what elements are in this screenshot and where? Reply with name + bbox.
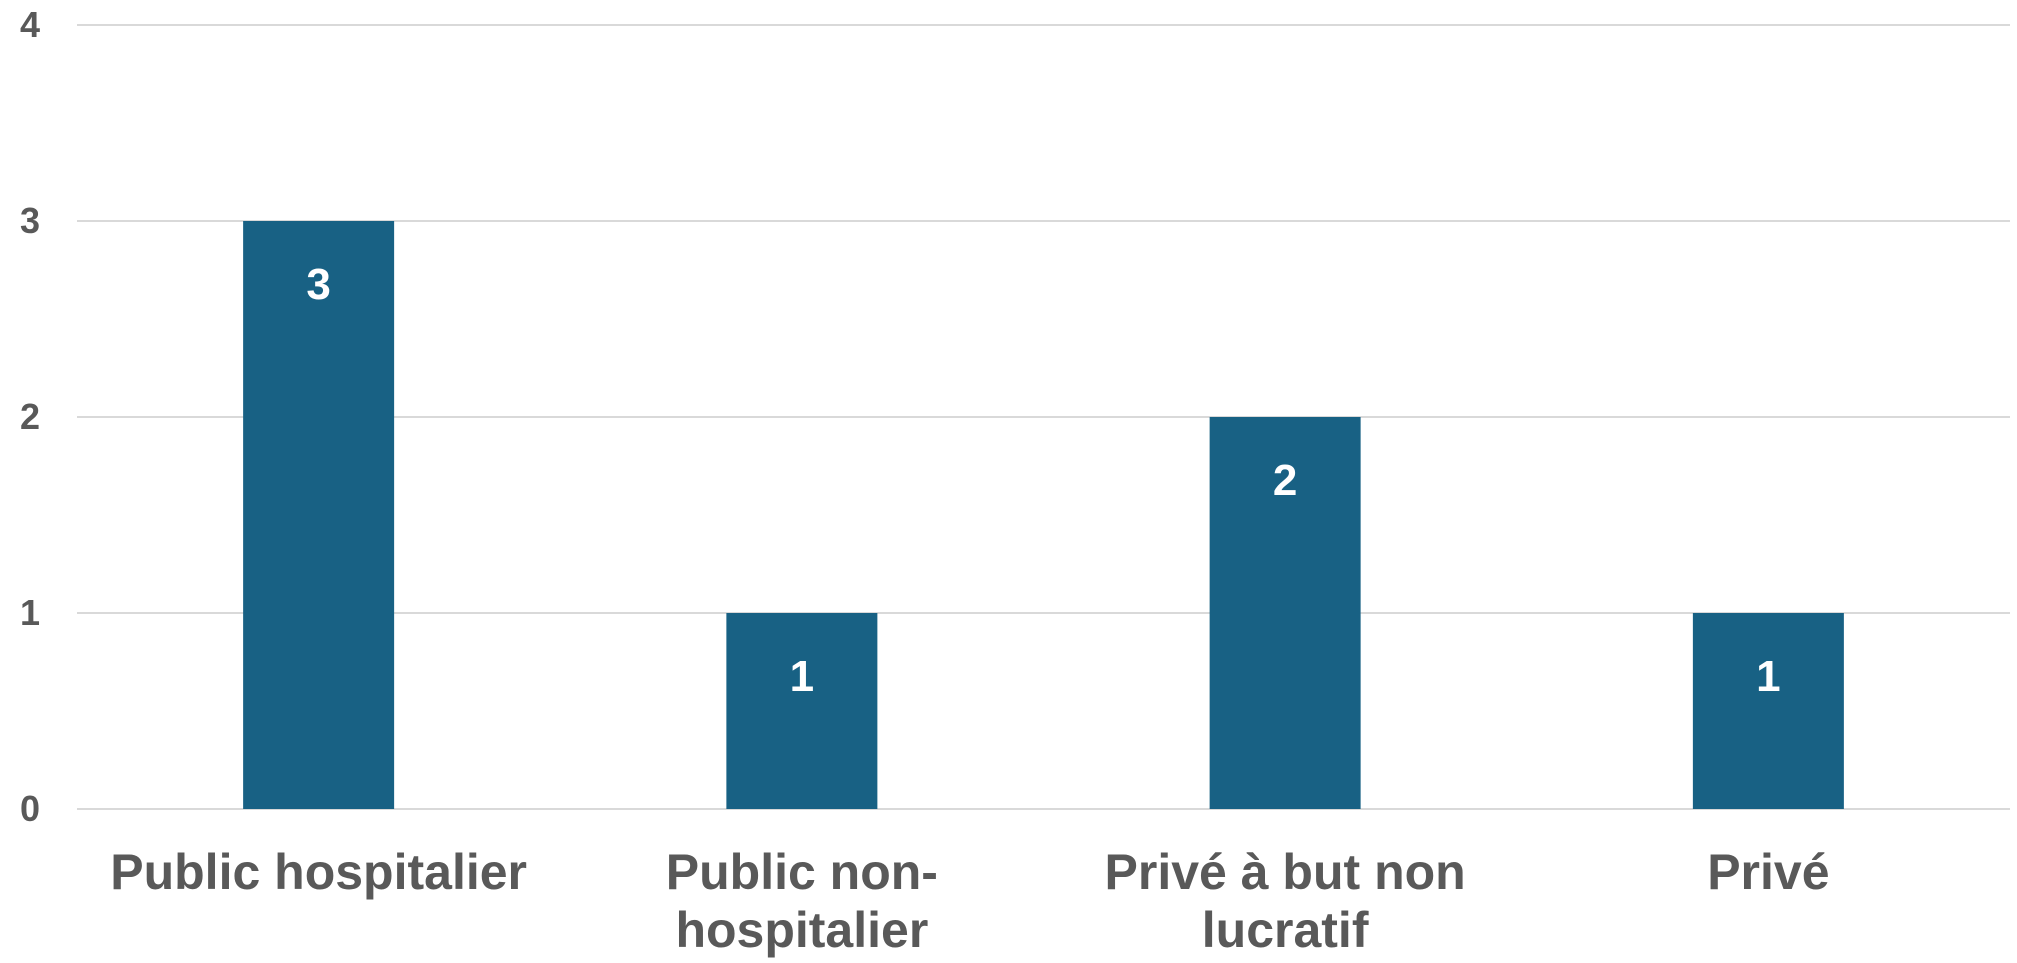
data-label: 1: [790, 652, 814, 701]
x-category-label: Privé: [1707, 844, 1829, 900]
x-category-label-line: Public non-: [666, 844, 938, 900]
bar: [243, 221, 395, 809]
x-category-label-line: lucratif: [1202, 902, 1369, 958]
y-tick-label: 2: [20, 396, 40, 437]
bar: [1692, 613, 1844, 809]
x-axis-category-labels: Public hospitalier Public non-hospitalier…: [110, 844, 1829, 958]
bar: [1209, 417, 1361, 809]
y-tick-label: 3: [20, 200, 40, 241]
x-category-label-line: Privé à but non: [1105, 844, 1466, 900]
y-axis-tick-labels: 0 1 2 3 4: [20, 4, 40, 829]
bar: [726, 613, 878, 809]
data-label: 1: [1756, 652, 1780, 701]
x-category-label: Public non-hospitalier: [666, 844, 938, 958]
data-label: 2: [1273, 456, 1297, 505]
y-tick-label: 1: [20, 592, 40, 633]
x-category-label-line: Public hospitalier: [110, 844, 527, 900]
x-category-label: Public hospitalier: [110, 844, 527, 900]
x-category-label-line: hospitalier: [675, 902, 928, 958]
y-tick-label: 4: [20, 4, 40, 45]
data-labels: 3 1 2 1: [306, 260, 1780, 701]
data-label: 3: [306, 260, 330, 309]
y-tick-label: 0: [20, 788, 40, 829]
gridlines: [77, 24, 2010, 810]
x-category-label: Privé à but non lucratif: [1105, 844, 1466, 958]
bars: [243, 221, 1844, 809]
x-category-label-line: Privé: [1707, 844, 1829, 900]
